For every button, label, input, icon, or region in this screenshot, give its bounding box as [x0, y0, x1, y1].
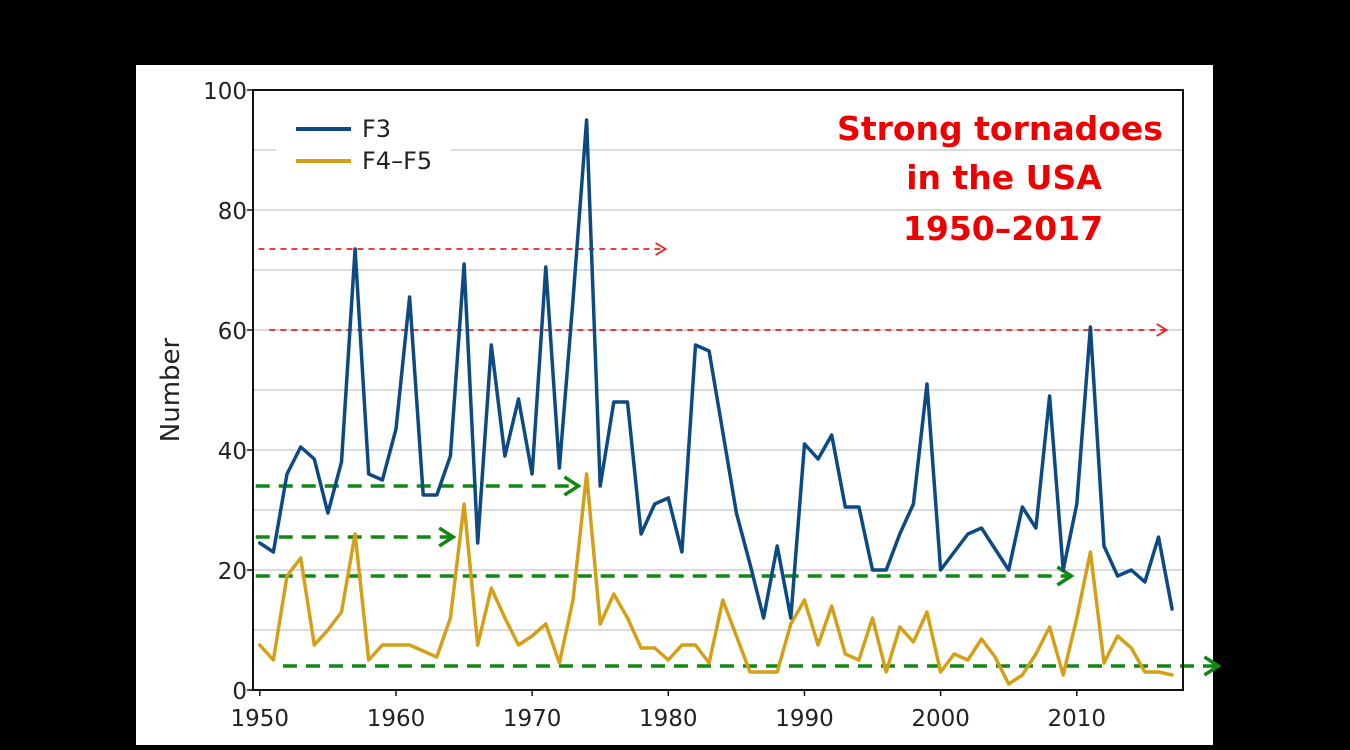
series-line-f4-f5-points	[259, 473, 1173, 685]
legend-label-f4-f5: F4–F5	[362, 147, 432, 175]
y-tick-label: 80	[218, 199, 247, 225]
x-tick-label: 1950	[231, 706, 290, 732]
chart-title: Strong tornadoes in the USA 1950–2017	[837, 109, 1163, 248]
data-series	[258, 118, 1174, 686]
title-line-1: Strong tornadoes	[837, 109, 1163, 148]
y-tick-label: 40	[218, 439, 247, 465]
series-line-f3	[258, 118, 1174, 620]
plot-frame	[252, 89, 1184, 691]
y-tick-label: 20	[218, 559, 247, 585]
y-tick-label: 100	[203, 79, 247, 105]
y-tick-label: 60	[218, 319, 247, 345]
x-tick-label: 2010	[1048, 706, 1107, 732]
series-line-f4-f5	[258, 472, 1174, 686]
axes	[252, 89, 1184, 691]
dashed-arrow-head	[438, 526, 457, 548]
x-tick-label: 1970	[503, 706, 562, 732]
x-tick-label: 1960	[367, 706, 426, 732]
x-tick-label: 1980	[639, 706, 698, 732]
x-tick-label: 1990	[775, 706, 834, 732]
dashed-arrow-head	[563, 475, 582, 497]
annotation-arrows	[255, 242, 1222, 677]
legend-background	[276, 110, 451, 182]
series-line-f3-points	[259, 119, 1173, 619]
x-tick-label: 2000	[911, 706, 970, 732]
y-tick-label: 0	[232, 679, 247, 705]
legend: F3 F4–F5	[276, 110, 451, 182]
y-axis-label: Number	[156, 337, 186, 442]
dashed-arrow-head	[1156, 323, 1169, 337]
legend-label-f3: F3	[362, 115, 391, 143]
tick-labels: 0 20 40 60 80 100 1950 1960 1970 1980 1990 2000 2010	[203, 79, 1106, 732]
dashed-arrow-head	[655, 242, 668, 256]
title-line-3: 1950–2017	[903, 209, 1103, 248]
dashed-arrow-head	[1203, 655, 1222, 677]
title-line-2: in the USA	[906, 158, 1102, 197]
